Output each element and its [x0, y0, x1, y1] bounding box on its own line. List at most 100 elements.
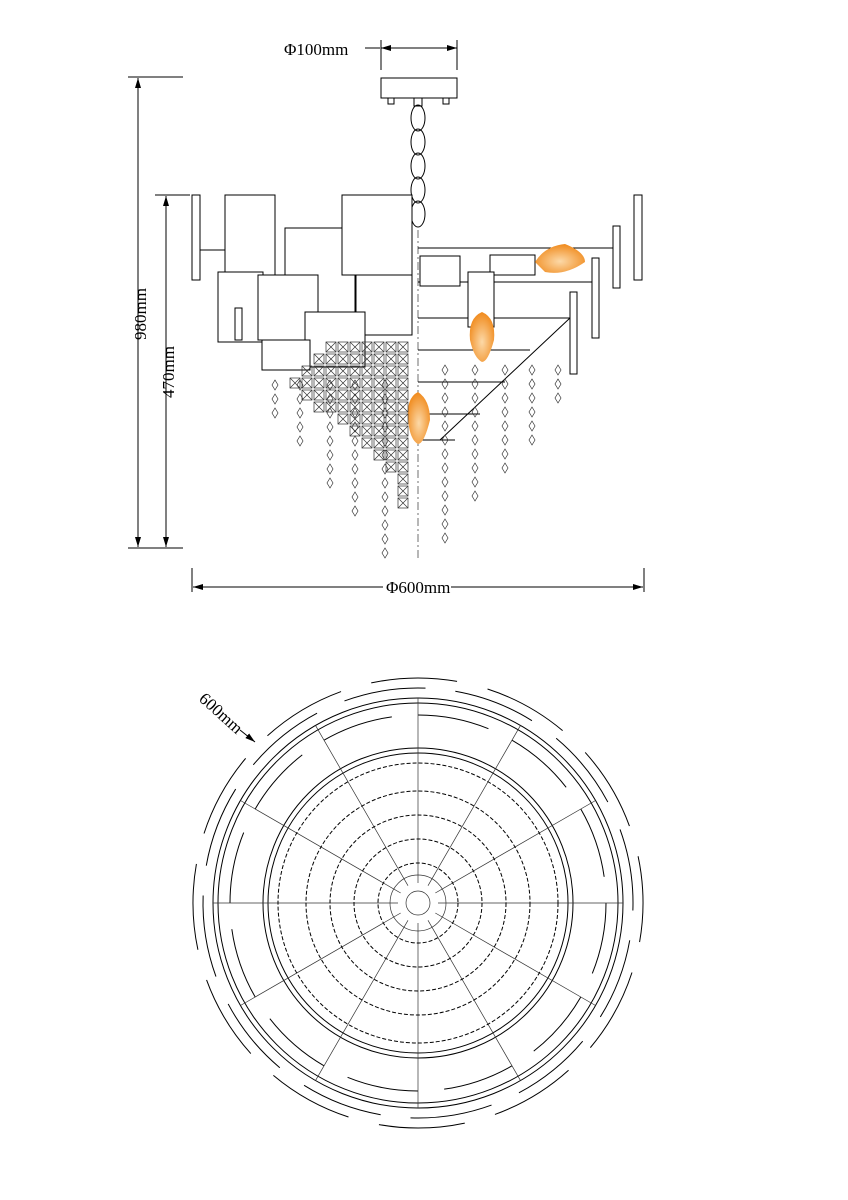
crystal-cross [301, 377, 313, 389]
crystal-ring [377, 862, 459, 944]
crystal [349, 341, 361, 353]
crystal [385, 401, 397, 413]
shade-arc [202, 895, 217, 977]
top-view: 600mm [192, 677, 644, 1129]
crystal-drop [381, 379, 389, 391]
crystal-cross [361, 365, 373, 377]
dimension-body-height: 470mm [155, 194, 190, 547]
crystal-square [325, 353, 337, 365]
crystal-cross [361, 413, 373, 425]
crystal [289, 377, 301, 389]
crystal [313, 377, 325, 389]
crystal-drop [471, 392, 479, 404]
crystal-square [337, 353, 349, 365]
crystal [385, 449, 397, 461]
vertical-plate [633, 194, 643, 281]
crystal-drop [381, 463, 389, 475]
crystal-square [397, 413, 409, 425]
shade-arc [417, 714, 489, 730]
ceiling-canopy [380, 77, 458, 99]
crystal-cross [313, 389, 325, 401]
crystal-cross [361, 425, 373, 437]
crystal [301, 377, 313, 389]
crystal-square [385, 353, 397, 365]
crystal-square [349, 413, 361, 425]
crystal-cross [397, 389, 409, 401]
crystal-drop [381, 393, 389, 405]
crystal-drop [351, 435, 359, 447]
crystal [385, 341, 397, 353]
crystal-drop [296, 435, 304, 447]
shade-arc [252, 712, 318, 766]
shade-arc [511, 739, 567, 788]
total-height-label: 980mm [131, 288, 150, 340]
crystal-drop [326, 477, 334, 489]
crystal-cross [325, 401, 337, 413]
crystal-square [337, 401, 349, 413]
crystal-cross [325, 341, 337, 353]
crystal-drop [351, 449, 359, 461]
crystal-square [373, 449, 385, 461]
crystal [397, 425, 409, 437]
crystal-square [361, 425, 373, 437]
crystal-square [337, 377, 349, 389]
crystal-square [373, 353, 385, 365]
crystal-drop [381, 491, 389, 503]
crystal [325, 353, 337, 365]
shade-arc [589, 972, 633, 1048]
shade-arc [229, 832, 245, 904]
crystal-square [313, 377, 325, 389]
crystal-cross [361, 389, 373, 401]
crystal-drop [271, 393, 279, 405]
crystal-square [397, 353, 409, 365]
crystal-drop [528, 434, 536, 446]
crystal-cross [373, 365, 385, 377]
crystal-cross [349, 389, 361, 401]
crystal-drop [441, 476, 449, 488]
crystal [349, 389, 361, 401]
crystal-drop [501, 392, 509, 404]
dimension-total-height: 980mm [128, 76, 183, 549]
crystal [397, 401, 409, 413]
crystal [361, 425, 373, 437]
crystal-cross [385, 449, 397, 461]
crystal-cross [349, 425, 361, 437]
crystal-drop [381, 547, 389, 559]
crystal-drop [351, 463, 359, 475]
crystal-drop [381, 407, 389, 419]
crystal-cross [325, 353, 337, 365]
crystal-cross [397, 365, 409, 377]
crystal-cross [397, 401, 409, 413]
crystal-cross [337, 413, 349, 425]
shade-arc [269, 1018, 325, 1067]
bulb-flame [469, 312, 495, 362]
crystal-cross [313, 365, 325, 377]
crystal-square [289, 377, 301, 389]
crystal-cross [385, 401, 397, 413]
crystal [337, 353, 349, 365]
crystal-square [361, 377, 373, 389]
crystal [361, 389, 373, 401]
crystal [361, 401, 373, 413]
crystal [313, 389, 325, 401]
crystal-drop [351, 477, 359, 489]
vertical-plate [569, 291, 578, 375]
crystal-cross [361, 353, 373, 365]
crystal-drop [326, 435, 334, 447]
crystal-square [361, 341, 373, 353]
crystal-cross [301, 389, 313, 401]
crystal-drop [441, 434, 449, 446]
crystal-square [337, 389, 349, 401]
crystal-drop [501, 406, 509, 418]
crystal-drop [441, 462, 449, 474]
body-diameter-label: Φ600mm [386, 578, 450, 597]
crystal-drop [351, 407, 359, 419]
crystal-drop [441, 518, 449, 530]
crystal-cross [373, 401, 385, 413]
crystal [361, 365, 373, 377]
crystal-drop [554, 364, 562, 376]
crystal-cross [373, 353, 385, 365]
crystal-drop [471, 448, 479, 460]
crystal-cross [373, 413, 385, 425]
crystal-square [325, 365, 337, 377]
